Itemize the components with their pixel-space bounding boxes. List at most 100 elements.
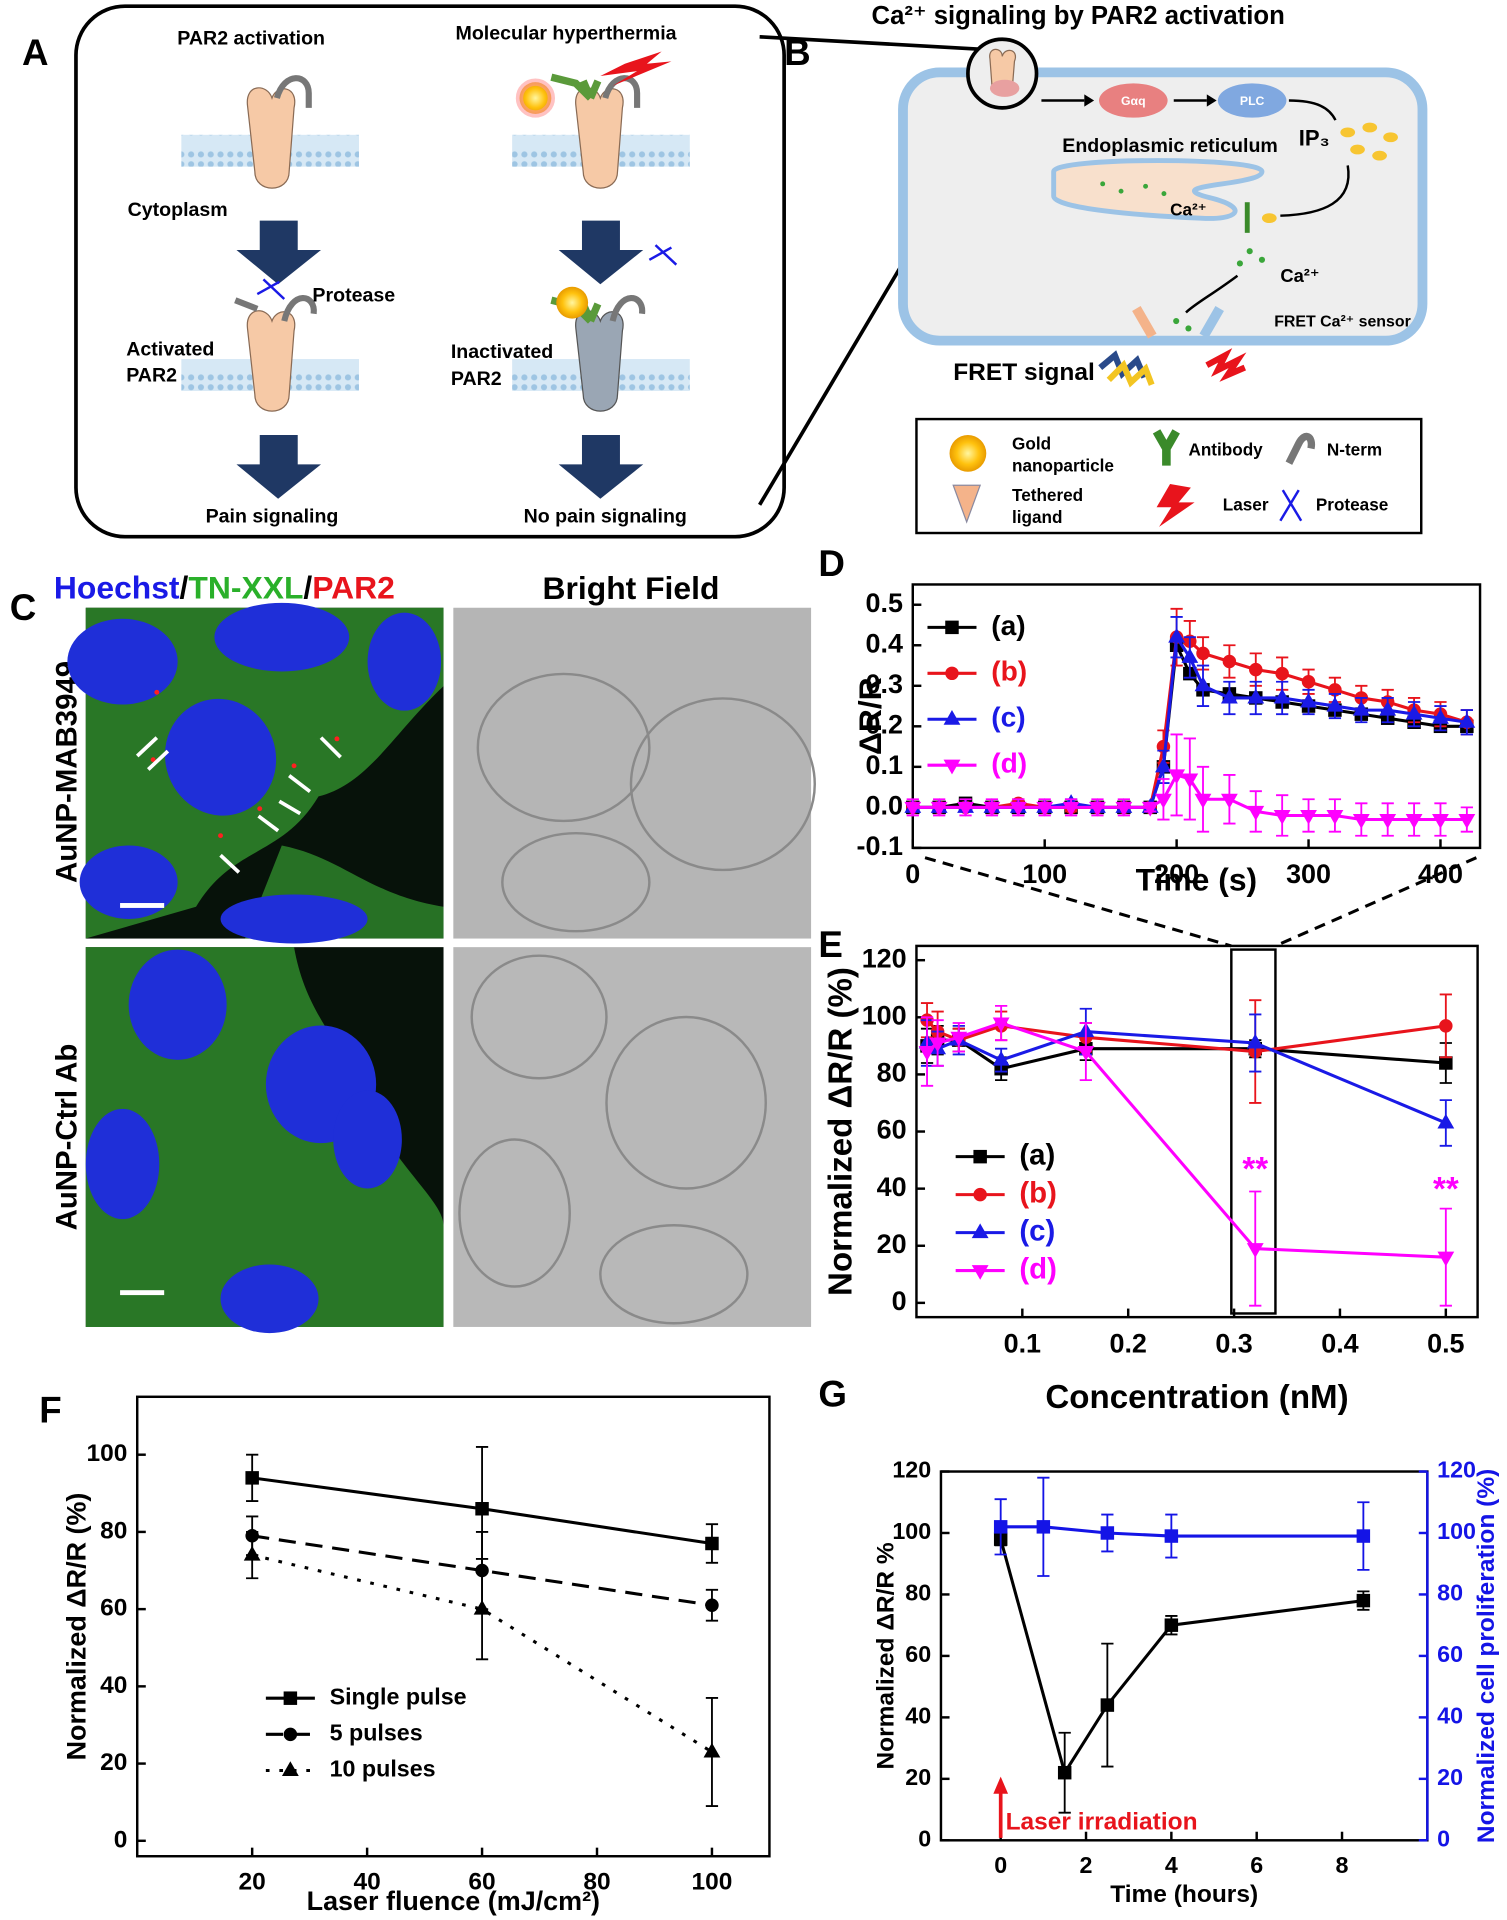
x-tick-label: 4 <box>1165 1852 1178 1878</box>
pathway-arrow <box>1288 99 1337 121</box>
channel-header: Bright Field <box>543 570 720 606</box>
y-tick-label: 0 <box>918 1825 931 1851</box>
legend-marker <box>283 1691 298 1705</box>
ip3-molecules <box>1261 122 1398 224</box>
marker <box>993 1520 1008 1534</box>
diagram-title: PAR2 activation <box>177 27 325 49</box>
marker <box>904 801 922 817</box>
puncta <box>218 833 223 839</box>
y-tick-label: 80 <box>905 1580 931 1606</box>
marker <box>243 1545 261 1561</box>
legend-label: nanoparticle <box>1012 455 1114 475</box>
marker <box>703 1742 721 1758</box>
marker <box>1196 646 1210 661</box>
y2-tick-label: 100 <box>1437 1518 1476 1544</box>
ip3 <box>1372 150 1387 161</box>
receptor-body <box>575 87 624 189</box>
arrows <box>135 736 342 874</box>
ca-ion <box>1173 317 1180 325</box>
legend-label: 5 pulses <box>330 1719 423 1745</box>
legend-label: Single pulse <box>330 1683 467 1709</box>
endoplasmic-reticulum <box>1051 158 1265 221</box>
legend-icon <box>949 435 987 472</box>
channel-name: Hoechst <box>54 570 180 606</box>
x-tick-label: 0.2 <box>1109 1328 1146 1358</box>
fret-wave <box>1106 359 1155 388</box>
receptor <box>234 295 317 412</box>
y-tick-label: 40 <box>877 1172 907 1202</box>
marker <box>1181 773 1199 789</box>
y-tick-label: 80 <box>100 1517 127 1544</box>
annotation: ** <box>1242 1151 1268 1188</box>
series-line <box>1000 1525 1364 1538</box>
y-tick-label: 120 <box>892 1457 931 1483</box>
nucleus <box>85 1108 160 1220</box>
nucleus <box>367 612 442 711</box>
sensor-part <box>1132 306 1157 339</box>
legend-label: Laser <box>1223 495 1269 515</box>
marker <box>918 1046 936 1061</box>
marker <box>705 1536 719 1551</box>
y-tick-label: 0.1 <box>866 750 903 780</box>
legend-label: Protease <box>1316 495 1388 515</box>
ca-ion <box>1258 256 1266 263</box>
laser-icon <box>600 51 672 86</box>
marker <box>983 801 1001 817</box>
marker <box>1062 801 1080 817</box>
marker <box>992 1050 1010 1066</box>
legend-label: (d) <box>1019 1252 1057 1285</box>
panel-a-frame <box>74 4 786 539</box>
legend-label: ligand <box>1012 507 1062 527</box>
flow-arrow <box>236 220 322 285</box>
marker <box>1458 713 1476 728</box>
marker <box>1155 757 1172 773</box>
marker <box>1246 1243 1264 1258</box>
marker <box>1300 692 1317 708</box>
y-tick-label: 60 <box>905 1641 931 1667</box>
channel-name: TN-XXL <box>188 570 303 606</box>
nucleus <box>214 602 350 672</box>
marker <box>1009 801 1027 817</box>
x-tick-label: 0.5 <box>1427 1328 1464 1358</box>
zoom-connector <box>924 856 1232 948</box>
y2-tick-label: 80 <box>1437 1580 1463 1606</box>
legend-label: 10 pulses <box>330 1756 436 1782</box>
fluorescence-image <box>85 947 444 1334</box>
marker <box>475 1502 489 1516</box>
y-tick-label: 0.0 <box>866 790 903 820</box>
panel-label: D <box>818 543 845 584</box>
ca-ion <box>1236 260 1243 267</box>
nucleus <box>164 698 277 816</box>
x-tick-label: 60 <box>468 1869 495 1896</box>
separator: / <box>303 570 312 606</box>
arrow <box>219 853 241 874</box>
fluorescence-image <box>67 602 444 944</box>
marker <box>1100 1698 1115 1712</box>
arrow <box>288 774 312 793</box>
y-tick-label: 80 <box>877 1058 907 1088</box>
y-tick-label: 120 <box>862 943 907 973</box>
flow-arrow <box>558 435 644 499</box>
legend-label: (a) <box>991 609 1025 641</box>
legend-icon <box>1279 489 1303 522</box>
legend-marker <box>971 1265 989 1280</box>
x-tick-label: 0.4 <box>1321 1328 1358 1358</box>
panel-label: G <box>818 1373 847 1414</box>
marker <box>1194 793 1212 809</box>
legend-label: Antibody <box>1188 439 1263 459</box>
marker <box>1036 1520 1051 1534</box>
marker <box>1432 709 1449 724</box>
marker <box>1356 1593 1371 1608</box>
marker <box>1057 1765 1072 1780</box>
y-axis-label: ΔR/R <box>852 677 888 755</box>
diagram-label: IP₃ <box>1299 126 1330 151</box>
y-axis-label: Normalized ΔR/R % <box>873 1542 900 1769</box>
legend-label: (d) <box>991 747 1027 779</box>
diagram-label: FRET Ca²⁺ sensor <box>1274 313 1411 330</box>
diagram-label: Activated <box>126 339 214 361</box>
marker <box>929 1037 947 1053</box>
diagram-label: Protease <box>312 285 395 307</box>
marker <box>1222 654 1237 669</box>
nucleus <box>67 618 178 705</box>
